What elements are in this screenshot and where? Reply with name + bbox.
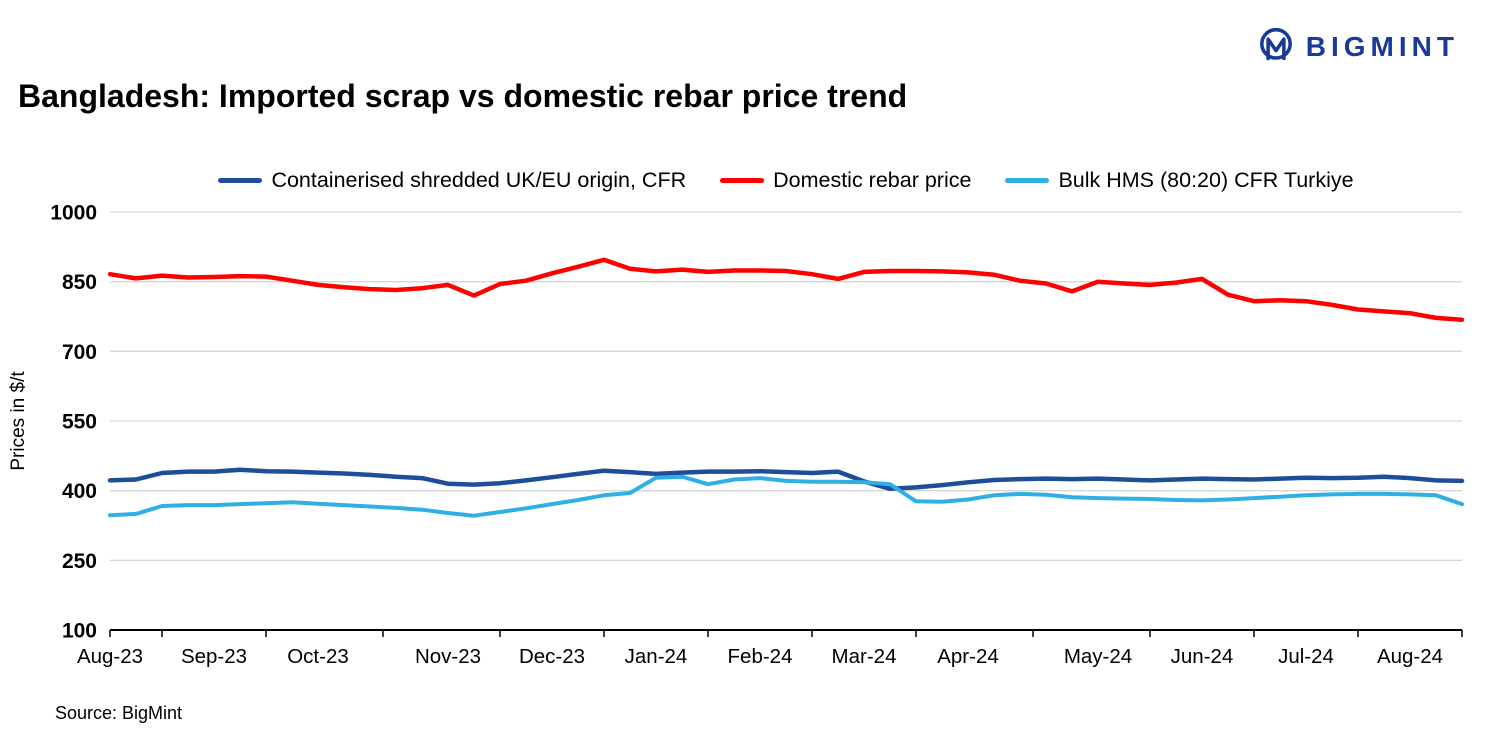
legend-item-1: Domestic rebar price bbox=[720, 168, 971, 193]
legend-label: Containerised shredded UK/EU origin, CFR bbox=[271, 168, 687, 192]
x-tick-label: Sep-23 bbox=[181, 645, 247, 668]
series-line-1 bbox=[107, 257, 1465, 323]
y-tick-label: 100 bbox=[62, 620, 97, 643]
chart-legend: Containerised shredded UK/EU origin, CFR… bbox=[110, 168, 1462, 193]
x-tick-label: May-24 bbox=[1064, 645, 1132, 668]
bigmint-logo-text: BIGMINT bbox=[1305, 31, 1459, 62]
x-tick-label: Feb-24 bbox=[728, 645, 793, 668]
x-tick-label: Nov-23 bbox=[415, 645, 481, 668]
x-tick-label: Dec-23 bbox=[519, 645, 585, 668]
source-note: Source: BigMint bbox=[55, 703, 183, 723]
y-tick-label: 1000 bbox=[50, 202, 97, 225]
legend-label: Bulk HMS (80:20) CFR Turkiye bbox=[1058, 168, 1354, 192]
page-title: Bangladesh: Imported scrap vs domestic r… bbox=[18, 78, 908, 114]
x-tick-label: Mar-24 bbox=[832, 645, 897, 668]
x-tick-label: Aug-24 bbox=[1377, 645, 1443, 668]
legend-swatch bbox=[218, 178, 263, 183]
x-tick-label: Jul-24 bbox=[1278, 645, 1334, 668]
legend-item-2: Bulk HMS (80:20) CFR Turkiye bbox=[1005, 168, 1354, 193]
legend-swatch bbox=[720, 178, 765, 183]
y-axis-title: Prices in $/t bbox=[8, 371, 29, 471]
legend-label: Domestic rebar price bbox=[773, 168, 972, 192]
legend-swatch bbox=[1005, 178, 1050, 183]
price-chart: 100 250 400 550 700 850 1000 Aug-23 Sep-23 Oct-23… bbox=[8, 202, 1465, 668]
y-tick-label: 700 bbox=[62, 341, 97, 364]
x-tick-label: Jun-24 bbox=[1171, 645, 1234, 668]
x-tick-label: Aug-23 bbox=[77, 645, 143, 668]
y-tick-label: 850 bbox=[62, 271, 97, 294]
y-tick-label: 400 bbox=[62, 480, 97, 503]
series-line-2 bbox=[108, 474, 1464, 518]
x-tick-label: Jan-24 bbox=[625, 645, 688, 668]
legend-item-0: Containerised shredded UK/EU origin, CFR bbox=[218, 168, 686, 193]
y-tick-label: 250 bbox=[62, 550, 97, 573]
y-tick-label: 550 bbox=[62, 411, 97, 434]
series-line-0 bbox=[107, 467, 1465, 492]
bigmint-logo: BIGMINT bbox=[1255, 26, 1459, 68]
chart-area: 100 250 400 550 700 850 1000 Aug-23 Sep-23 Oct-23… bbox=[0, 195, 1501, 700]
bigmint-logo-icon bbox=[1259, 27, 1292, 61]
x-tick-label: Oct-23 bbox=[287, 645, 349, 668]
x-tick-label: Apr-24 bbox=[937, 645, 999, 668]
